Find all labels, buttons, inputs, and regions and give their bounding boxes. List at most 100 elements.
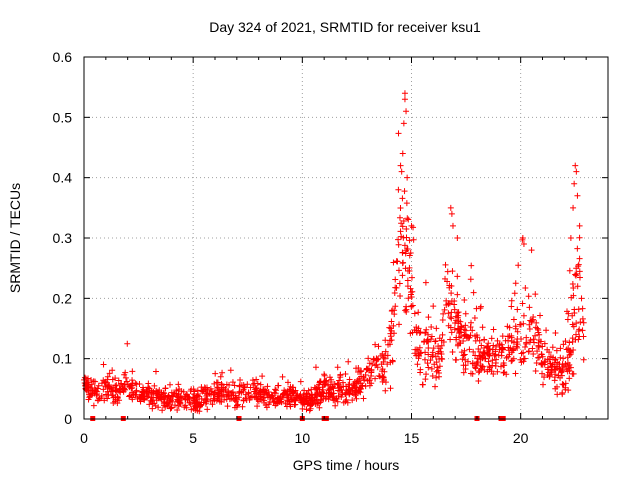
data-point	[409, 288, 416, 295]
data-point	[433, 325, 440, 332]
data-point	[90, 402, 97, 409]
y-tick-label: 0.4	[53, 170, 73, 186]
data-point	[167, 381, 174, 388]
data-point	[493, 343, 500, 350]
data-point	[547, 360, 554, 367]
data-point	[218, 381, 225, 388]
data-point	[544, 346, 551, 353]
data-point	[159, 393, 166, 400]
data-point	[559, 389, 566, 396]
data-point	[247, 394, 254, 401]
data-point	[504, 323, 511, 330]
data-point	[90, 378, 97, 385]
data-point	[549, 344, 556, 351]
data-point	[104, 373, 111, 380]
data-point	[354, 377, 361, 384]
data-point	[392, 276, 399, 283]
data-point	[313, 385, 320, 392]
data-point	[423, 371, 430, 378]
data-point	[579, 315, 586, 322]
data-point	[151, 400, 158, 407]
data-point	[530, 350, 537, 357]
data-point	[534, 348, 541, 355]
data-point	[512, 280, 519, 287]
data-point	[247, 384, 254, 391]
data-point	[300, 400, 307, 407]
data-point	[434, 364, 441, 371]
data-point	[234, 402, 241, 409]
data-point	[442, 275, 449, 282]
data-point	[376, 373, 383, 380]
data-point	[413, 328, 420, 335]
data-point	[560, 362, 567, 369]
data-point	[580, 319, 587, 326]
data-point	[497, 363, 504, 370]
data-point	[106, 370, 113, 377]
data-point	[425, 345, 432, 352]
data-point	[85, 387, 92, 394]
data-point	[538, 351, 545, 358]
data-point	[515, 262, 522, 269]
data-point	[410, 224, 417, 231]
data-point	[456, 330, 463, 337]
y-tick-label: 0.1	[53, 351, 73, 367]
data-point	[492, 351, 499, 358]
data-point	[432, 353, 439, 360]
data-point	[494, 337, 501, 344]
data-point	[448, 329, 455, 336]
data-point	[453, 336, 460, 343]
data-point	[104, 388, 111, 395]
data-point	[167, 397, 174, 404]
data-point	[129, 377, 136, 384]
data-point	[536, 331, 543, 338]
data-point	[557, 354, 564, 361]
data-point	[427, 357, 434, 364]
data-point	[493, 356, 500, 363]
data-point	[378, 361, 385, 368]
data-point	[149, 391, 156, 398]
data-point	[460, 362, 467, 369]
data-point	[541, 340, 548, 347]
data-point	[96, 395, 103, 402]
data-point	[126, 383, 133, 390]
data-point	[334, 364, 341, 371]
data-point	[566, 267, 573, 274]
data-point	[408, 303, 415, 310]
data-point	[508, 338, 515, 345]
data-point	[448, 290, 455, 297]
data-point	[470, 289, 477, 296]
data-point	[382, 387, 389, 394]
data-point	[564, 359, 571, 366]
data-point	[156, 394, 163, 401]
data-point	[573, 331, 580, 338]
data-point	[232, 398, 239, 405]
data-point	[223, 396, 230, 403]
data-point	[411, 310, 418, 317]
data-point	[339, 379, 346, 386]
data-point-peak	[576, 222, 583, 229]
data-point	[343, 396, 350, 403]
data-point	[520, 349, 527, 356]
data-point	[451, 306, 458, 313]
data-point	[322, 379, 329, 386]
data-point-peak	[520, 241, 527, 248]
data-point	[436, 373, 443, 380]
data-point-peak	[401, 90, 408, 97]
data-point	[486, 363, 493, 370]
data-point	[432, 338, 439, 345]
data-point	[273, 387, 280, 394]
x-tick-label: 15	[404, 430, 420, 446]
data-point	[263, 404, 270, 411]
data-point	[122, 369, 129, 376]
data-point	[342, 391, 349, 398]
data-point	[229, 389, 236, 396]
data-point	[397, 204, 404, 211]
data-point	[477, 305, 484, 312]
data-point	[461, 297, 468, 304]
data-point	[297, 378, 304, 385]
data-point	[290, 389, 297, 396]
data-point	[175, 381, 182, 388]
data-point	[425, 351, 432, 358]
data-point	[406, 237, 413, 244]
